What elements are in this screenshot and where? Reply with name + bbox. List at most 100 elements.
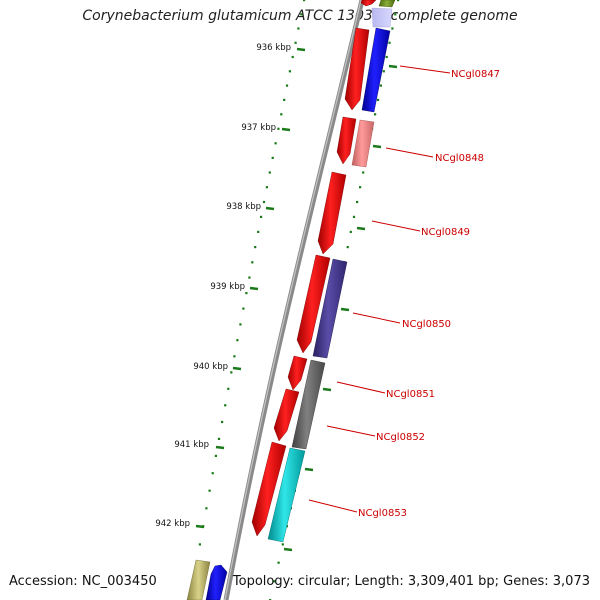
gene-track: [186, 0, 396, 600]
gene-label-ncgl0852[interactable]: NCgl0852: [376, 432, 425, 443]
cds-ncgl0850: [296, 254, 331, 354]
kbp-label-941: 941 kbp: [174, 440, 209, 450]
inner-tick-5: [322, 387, 332, 392]
scale-dot-25: [230, 371, 233, 374]
kbp-label-939: 939 kbp: [210, 282, 245, 292]
scale-dot-13: [265, 186, 268, 189]
scale-dot-35: [198, 543, 201, 546]
inner-dot-7: [376, 98, 380, 101]
inner-dot-1: [394, 13, 397, 16]
scale-dot-22: [239, 323, 242, 326]
scale-dot-5: [288, 70, 291, 73]
kbp-label-936: 936 kbp: [256, 43, 291, 53]
inner-dot-35: [281, 543, 284, 546]
scale-dot-32: [208, 489, 211, 492]
cds-ncgl0849: [317, 171, 347, 255]
gene-label-ncgl0850[interactable]: NCgl0850: [402, 319, 451, 330]
inner-dot-16: [349, 230, 352, 233]
kbp-tick-939: [249, 286, 259, 291]
label-leaders: [308, 65, 451, 513]
scale-dot-1: [300, 13, 303, 16]
gene-top-olive: [378, 0, 396, 8]
genome-summary-text: Topology: circular; Length: 3,309,401 bp…: [232, 574, 590, 589]
scale-dot-28: [221, 420, 224, 424]
gene-label-ncgl0853[interactable]: NCgl0853: [358, 508, 407, 519]
kbp-tick-940: [232, 366, 242, 371]
kbp-label-942: 942 kbp: [155, 519, 190, 529]
scale-dot-14: [262, 200, 266, 204]
leader-ncgl0851: [336, 381, 386, 394]
gene-label-ncgl0849[interactable]: NCgl0849: [421, 227, 470, 238]
scale-dot-18: [251, 261, 254, 264]
kbp-tick-942: [195, 524, 205, 529]
gene-ncgl0848: [351, 119, 375, 168]
scale-dot-7: [283, 98, 286, 101]
scale-dot-26: [227, 387, 230, 390]
gene-bottom-blue: [205, 564, 228, 600]
leader-ncgl0853: [308, 499, 358, 513]
inner-major-ticks: [283, 64, 398, 552]
inner-dot-3: [388, 41, 391, 44]
scale-dot-30: [214, 454, 217, 457]
kbp-label-937: 937 kbp: [241, 123, 276, 133]
map-title: Corynebacterium glutamicum ATCC 13032, c…: [82, 8, 518, 24]
inner-dot-5: [382, 70, 385, 73]
cds-top: [360, 0, 377, 7]
scale-dot-21: [242, 307, 245, 310]
cds-ncgl0853: [251, 441, 287, 537]
leader-ncgl0852: [326, 425, 376, 437]
gene-label-ncgl0851[interactable]: NCgl0851: [386, 389, 435, 400]
gene-ncgl0850: [312, 258, 348, 359]
inner-dot-17: [346, 246, 349, 249]
cds-ncgl0848: [336, 116, 357, 165]
scale-dot-10: [274, 142, 277, 145]
inner-tick-3: [356, 226, 366, 231]
gene-ncgl0853: [267, 447, 306, 543]
scale-dot-19: [248, 276, 251, 279]
scale-minor-ticks: [189, 0, 306, 600]
scale-dot-3: [294, 41, 297, 44]
scale-dot-4: [291, 55, 294, 59]
gene-ncgl0847: [361, 27, 391, 113]
scale-dot-17: [254, 246, 257, 249]
scale-dot-31: [211, 472, 214, 475]
cds-ncgl0851: [287, 355, 308, 391]
inner-tick-6: [304, 467, 314, 472]
scale-dot-29: [217, 437, 221, 440]
inner-dot-36: [277, 561, 280, 564]
scale-dot-6: [285, 84, 289, 87]
inner-dot-4: [385, 55, 388, 59]
gene-lavender: [371, 7, 393, 28]
leader-ncgl0847: [399, 65, 451, 74]
kbp-label-938: 938 kbp: [226, 202, 261, 212]
inner-tick-7: [283, 547, 293, 552]
inner-dot-14: [356, 200, 359, 204]
kbp-tick-938: [265, 206, 275, 211]
kbp-label-940: 940 kbp: [193, 362, 228, 372]
scale-dot-8: [280, 113, 283, 116]
scale-dot-20: [245, 292, 248, 295]
gene-ncgl0852: [291, 359, 326, 450]
gene-bottom-khaki: [186, 559, 211, 600]
scale-dot-16: [257, 230, 260, 233]
accession-text: Accession: NC_003450: [9, 574, 157, 589]
scale-dot-27: [224, 404, 227, 407]
leader-ncgl0850: [352, 312, 401, 324]
leader-ncgl0849: [371, 220, 421, 232]
genome-backbone-highlight: [224, 0, 362, 600]
inner-dot-8: [374, 113, 377, 116]
scale-dot-23: [236, 339, 239, 342]
inner-dot-15: [352, 215, 356, 218]
inner-dot-13: [359, 186, 362, 189]
kbp-tick-941: [215, 445, 225, 450]
inner-dot-0: [397, 0, 400, 2]
inner-dot-37: [273, 580, 276, 583]
cds-ncgl0852: [273, 388, 300, 442]
inner-dot-6: [379, 84, 382, 87]
cds-ncgl0847: [344, 27, 370, 111]
gene-label-ncgl0847[interactable]: NCgl0847: [451, 69, 500, 80]
leader-ncgl0848: [385, 147, 434, 158]
gene-label-ncgl0848[interactable]: NCgl0848: [435, 153, 484, 164]
kbp-tick-937: [281, 127, 291, 132]
